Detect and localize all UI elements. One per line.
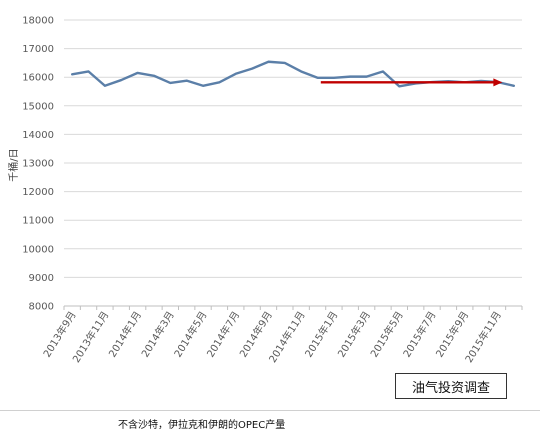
data-point — [513, 85, 515, 87]
arrow-head — [493, 78, 503, 87]
y-tick-label: 11000 — [22, 216, 54, 227]
x-tick-label: 2014年9月 — [237, 309, 275, 360]
data-point — [300, 70, 302, 73]
x-tick-label: 2015年7月 — [400, 309, 438, 360]
y-tick-label: 16000 — [22, 73, 54, 84]
x-tick-label: 2014年7月 — [204, 309, 242, 360]
data-point — [251, 68, 253, 70]
y-tick-label: 18000 — [22, 16, 54, 27]
data-point — [202, 85, 204, 87]
x-tick-label: 2015年1月 — [302, 309, 340, 360]
data-point — [71, 73, 73, 75]
y-tick-label: 13000 — [22, 159, 54, 170]
data-point — [87, 70, 90, 73]
annotation-arrow — [320, 78, 503, 87]
y-tick-label: 8000 — [29, 302, 54, 313]
data-point — [104, 85, 106, 87]
data-point — [349, 76, 351, 78]
data-point — [153, 75, 155, 77]
data-point — [137, 72, 139, 74]
x-tick-label: 2014年1月 — [106, 309, 144, 360]
line-chart: 8000 9000 10000 11000 12000 13000 14000 15000 16… — [7, 16, 523, 365]
caption: 不含沙特，伊拉克和伊朗的OPEC产量 — [118, 420, 286, 431]
data-point — [398, 85, 400, 87]
x-tick-label: 2015年3月 — [335, 309, 373, 360]
y-axis-ticks: 8000 9000 10000 11000 12000 13000 14000 15000 16… — [22, 16, 54, 313]
x-tick-label: 2013年9月 — [40, 309, 78, 360]
x-tick-label: 2015年9月 — [433, 309, 471, 360]
data-point — [284, 62, 286, 64]
x-tick-label: 2014年3月 — [138, 309, 176, 360]
gridlines — [63, 19, 523, 310]
watermark-text: 油气投资调查 — [411, 380, 490, 396]
y-tick-label: 17000 — [22, 44, 54, 55]
x-tick-label: 2015年5月 — [367, 309, 405, 360]
y-tick-label: 15000 — [22, 101, 54, 112]
x-tick-label: 2014年5月 — [171, 309, 209, 360]
data-point — [218, 81, 220, 83]
data-point — [120, 79, 122, 81]
data-point — [235, 73, 237, 75]
watermark-box: 油气投资调查 — [395, 373, 507, 399]
y-tick-label: 10000 — [22, 244, 54, 255]
data-point — [333, 77, 335, 79]
data-point — [316, 77, 319, 79]
divider — [0, 410, 540, 411]
data-point — [267, 61, 270, 63]
y-tick-label: 14000 — [22, 130, 54, 141]
x-axis-ticks: 2013年9月2013年11月2014年1月2014年3月2014年5月2014… — [40, 309, 504, 365]
y-axis-label: 千桶/日 — [7, 148, 20, 181]
y-tick-label: 9000 — [29, 273, 54, 284]
data-point — [382, 70, 384, 73]
data-point — [366, 76, 368, 78]
y-tick-label: 12000 — [22, 187, 54, 198]
data-point — [169, 82, 171, 84]
data-point — [186, 80, 188, 82]
